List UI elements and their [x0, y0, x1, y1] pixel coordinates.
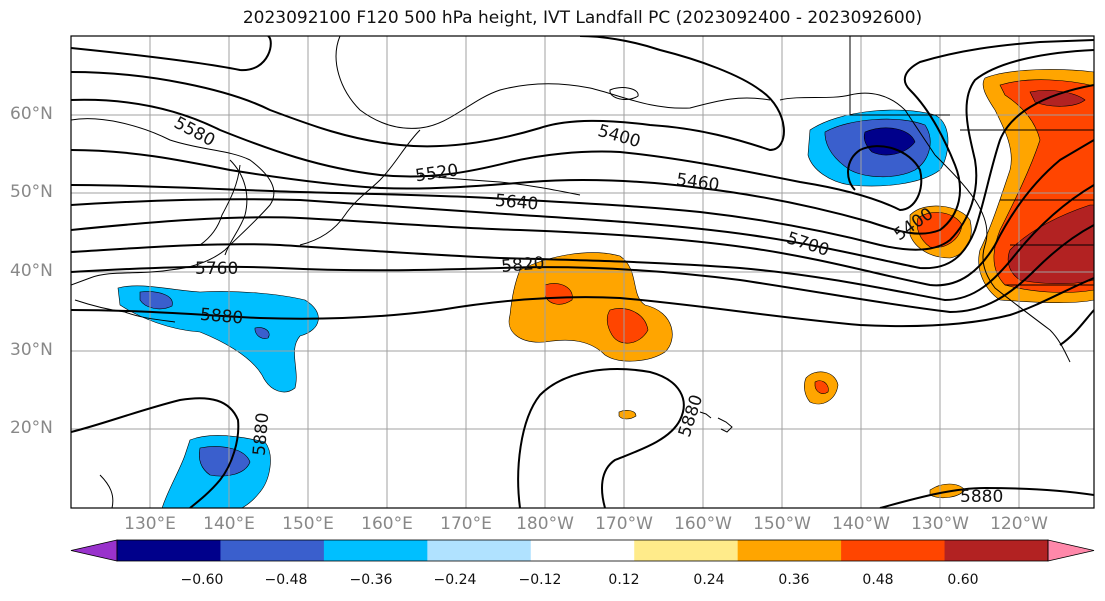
contour-label: 5880: [250, 412, 274, 457]
colorbar: [70, 539, 1095, 562]
colorbar-segment: [530, 540, 635, 561]
lat-label: 60°N: [10, 104, 53, 124]
contour-label: 5640: [494, 191, 539, 215]
colorbar-tick-label: 0.24: [693, 572, 725, 588]
contour-label: 5880: [199, 305, 244, 329]
coastlines: [71, 36, 1094, 508]
contour-label: 5880: [960, 487, 1003, 507]
colorbar-extension-high: [1047, 539, 1095, 562]
colorbar-tick-label: −0.60: [180, 572, 224, 588]
height-contours: [71, 36, 1094, 508]
colorbar-tick-label: 0.48: [862, 572, 894, 588]
colorbar-frame: [116, 539, 1049, 562]
lon-label: 160°E: [361, 514, 413, 534]
lat-label: 30°N: [10, 340, 53, 360]
map-plot-area: 5580 5520 5400 5460 5640 5400 5700 5760 …: [71, 36, 1094, 508]
lon-label: 120°W: [990, 514, 1048, 534]
colorbar-segment: [117, 540, 221, 561]
colorbar-extension-low: [70, 539, 118, 562]
colorbar-segment: [220, 540, 325, 561]
lon-label: 130°W: [911, 514, 969, 534]
colorbar-tick-label: −0.36: [349, 572, 393, 588]
colorbar-segment: [737, 540, 842, 561]
colorbar-tick-label: −0.48: [264, 572, 308, 588]
colorbar-segment: [323, 540, 428, 561]
lon-label: 150°E: [282, 514, 334, 534]
colorbar-tick-label: −0.24: [433, 572, 477, 588]
colorbar-segment: [634, 540, 739, 561]
colorbar-segment: [841, 540, 946, 561]
map-title: 2023092100 F120 500 hPa height, IVT Land…: [242, 8, 923, 28]
colorbar-segment: [944, 540, 1049, 561]
lon-label: 140°E: [203, 514, 255, 534]
lat-label: 20°N: [10, 418, 53, 438]
colorbar-tick-label: 0.60: [947, 572, 979, 588]
lon-label: 170°E: [440, 514, 492, 534]
lat-label: 40°N: [10, 261, 53, 281]
lon-label: 140°W: [832, 514, 890, 534]
colorbar-tick-label: −0.12: [518, 572, 562, 588]
contour-label: 5820: [500, 253, 545, 277]
map-frame: [70, 35, 1095, 509]
colorbar-tick-label: 0.36: [778, 572, 810, 588]
lat-label: 50°N: [10, 182, 53, 202]
contour-label: 5760: [195, 259, 238, 279]
lon-label: 160°W: [674, 514, 732, 534]
lon-label: 130°E: [124, 514, 176, 534]
colorbar-tick-label: 0.12: [608, 572, 640, 588]
lon-label: 170°W: [595, 514, 653, 534]
lon-label: 180°W: [516, 514, 574, 534]
colorbar-segment: [427, 540, 532, 561]
lon-label: 150°W: [753, 514, 811, 534]
